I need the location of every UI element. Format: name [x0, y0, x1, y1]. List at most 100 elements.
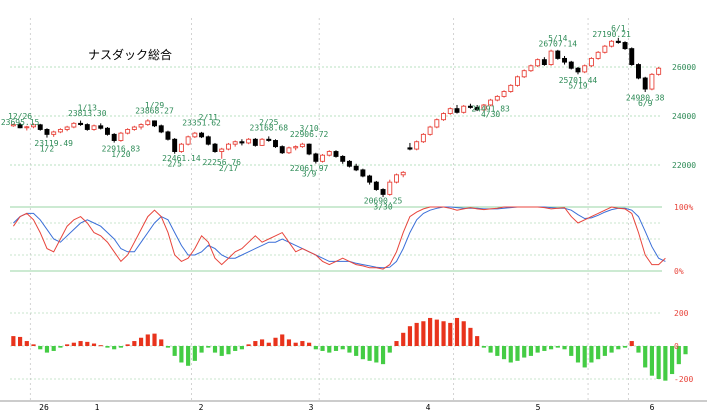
candle-body — [212, 143, 218, 152]
candle-body — [548, 50, 554, 66]
macd-bar — [555, 346, 560, 348]
candle-body — [360, 169, 366, 177]
macd-bar — [522, 346, 527, 358]
macd-bar — [428, 317, 433, 346]
candle-body — [10, 124, 16, 127]
macd-bar — [508, 346, 513, 363]
candle-body — [246, 138, 252, 144]
macd-bar — [602, 346, 607, 356]
macd-bar — [367, 346, 372, 361]
price-annotation: 22916.83 — [102, 144, 141, 153]
candle-body — [508, 84, 514, 92]
macd-bar — [542, 346, 547, 351]
candle-body — [447, 108, 453, 115]
stochastic-tick-label: 0% — [674, 267, 684, 276]
x-axis-ticks: 26 1 2 3 4 5 6 — [39, 403, 654, 412]
macd-bar — [58, 346, 63, 348]
candle-body — [541, 59, 547, 66]
macd-bar — [286, 339, 292, 346]
candle-body — [414, 141, 420, 150]
macd-bar — [528, 346, 534, 356]
candle-body — [434, 119, 440, 128]
price-annotation: 1/20 — [111, 150, 130, 159]
x-tick-label: 3 — [309, 403, 314, 412]
candle-body — [595, 51, 601, 59]
macd-tick-label: 0 — [674, 342, 679, 351]
price-annotation: 6/9 — [638, 99, 653, 108]
candle-body — [333, 151, 339, 157]
macd-bar — [125, 344, 130, 346]
macd-bar — [468, 327, 473, 346]
macd-bar — [31, 344, 36, 346]
macd-bar — [582, 346, 587, 368]
candle-body — [346, 160, 352, 167]
x-tick-label: 1 — [95, 403, 100, 412]
candle-body — [299, 143, 305, 148]
macd-bar — [569, 346, 574, 356]
candle-body — [535, 59, 541, 67]
macd-bar — [448, 322, 453, 346]
candle-body — [407, 147, 413, 150]
price-annotation: 3/30 — [373, 202, 392, 211]
candle-body — [387, 181, 393, 195]
macd-bar — [515, 346, 520, 361]
macd-bar — [186, 346, 191, 366]
candle-body — [178, 143, 184, 152]
candle-body — [286, 147, 292, 154]
candle-body — [575, 67, 581, 73]
candle-body — [24, 126, 30, 129]
candlestick-series — [10, 37, 662, 198]
price-annotation: 2/5 — [167, 160, 182, 169]
macd-bar — [495, 346, 500, 356]
macd-bar — [643, 346, 648, 368]
price-annotation: 22061.97 — [290, 164, 329, 173]
macd-bar — [206, 346, 211, 348]
x-tick-label: 26 — [39, 403, 49, 412]
macd-bar — [65, 344, 70, 346]
macd-bar — [165, 346, 171, 348]
price-annotation: 22461.14 — [162, 154, 201, 163]
macd-bar — [44, 346, 50, 353]
candle-body — [636, 64, 641, 79]
macd-bar — [683, 346, 688, 355]
macd-bar — [85, 341, 90, 346]
candle-body — [400, 171, 406, 176]
candle-body — [488, 99, 494, 106]
macd-bar — [354, 346, 359, 356]
price-annotation: 12/26 — [8, 112, 32, 121]
candle-body — [111, 133, 117, 141]
candle-body — [427, 126, 433, 135]
candle-body — [138, 124, 144, 128]
price-annotation: 2/11 — [199, 113, 218, 122]
candle-body — [494, 95, 500, 101]
candle-body — [199, 132, 205, 138]
candle-body — [622, 42, 628, 50]
price-annotation: 2/25 — [259, 118, 278, 127]
candle-body — [602, 45, 608, 53]
price-annotation: 23351.62 — [182, 119, 221, 128]
macd-bar — [98, 345, 103, 347]
macd-bar — [596, 346, 601, 360]
candle-body — [528, 65, 534, 72]
x-tick-label: 5 — [536, 403, 541, 412]
macd-bar — [327, 346, 332, 353]
x-tick-label: 2 — [199, 403, 204, 412]
candle-body — [293, 146, 299, 149]
candle-body — [501, 91, 507, 97]
macd-bar — [475, 336, 480, 346]
macd-bar — [609, 346, 614, 353]
candle-body — [642, 77, 648, 90]
candle-body — [353, 165, 359, 171]
candle-body — [555, 50, 561, 59]
macd-bar — [434, 319, 439, 346]
macd-bar — [387, 346, 392, 353]
candle-body — [57, 129, 63, 133]
macd-bar — [38, 346, 43, 350]
macd-bar — [105, 346, 110, 348]
macd-bar — [280, 334, 285, 346]
macd-bar — [636, 346, 641, 353]
candle-body — [205, 136, 211, 145]
candle-body — [125, 129, 131, 134]
macd-tick-label: 200 — [674, 309, 689, 318]
